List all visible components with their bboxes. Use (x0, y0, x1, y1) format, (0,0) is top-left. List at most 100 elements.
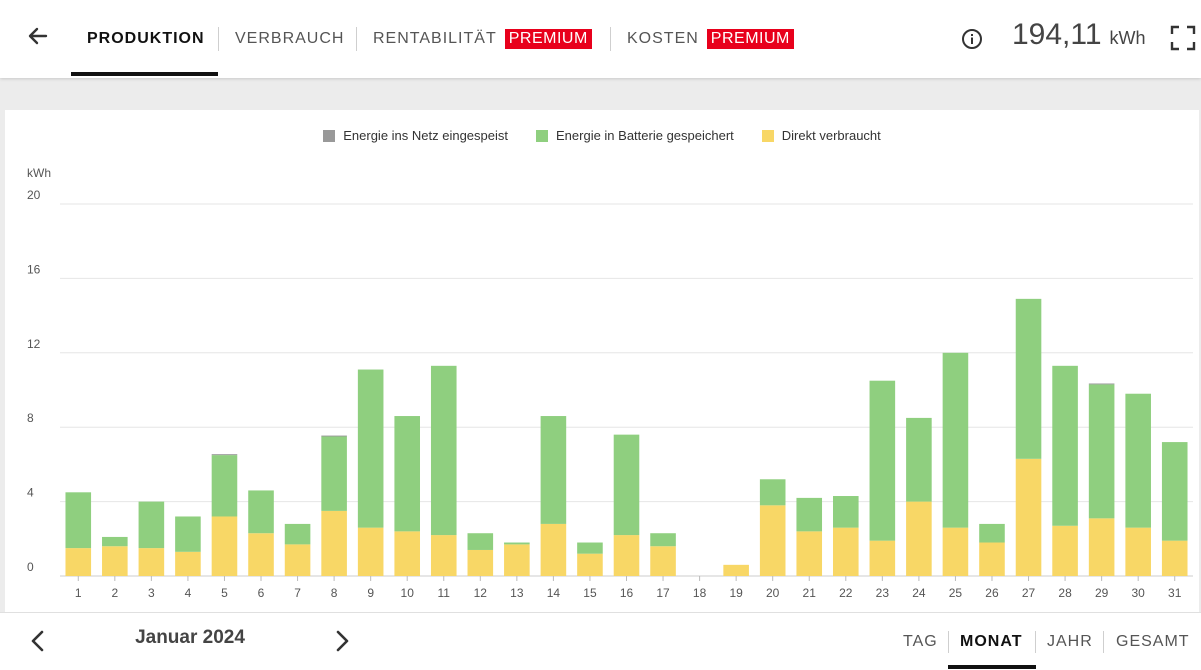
range-tab-monat[interactable]: MONAT (960, 613, 1022, 670)
range-divider (948, 631, 949, 653)
x-tick-label: 30 (1131, 586, 1145, 600)
bar-segment[interactable] (613, 434, 640, 536)
tab-produktion[interactable]: PRODUKTION (87, 0, 205, 78)
legend-item-battery[interactable]: Energie in Batterie gespeichert (536, 128, 734, 143)
chevron-left-icon[interactable] (26, 627, 50, 655)
x-tick-label: 13 (510, 586, 524, 600)
bar-segment[interactable] (540, 523, 567, 576)
x-tick-label: 27 (1022, 586, 1036, 600)
bar-segment[interactable] (796, 531, 823, 576)
chart-card: Energie ins Netz eingespeist Energie in … (5, 110, 1199, 612)
bar-segment[interactable] (394, 416, 421, 532)
tab-divider (356, 27, 357, 51)
range-tab-jahr[interactable]: JAHR (1047, 613, 1093, 670)
bar-segment[interactable] (357, 369, 384, 528)
bar-segment[interactable] (175, 516, 201, 552)
bar-segment[interactable] (1125, 527, 1151, 576)
x-tick-label: 17 (656, 586, 670, 600)
bar-segment[interactable] (284, 523, 311, 545)
x-tick-label: 8 (331, 586, 338, 600)
bar-segment[interactable] (321, 435, 347, 437)
range-tab-tag[interactable]: TAG (903, 613, 938, 670)
bar-segment[interactable] (1088, 383, 1115, 385)
legend-item-grid-feed[interactable]: Energie ins Netz eingespeist (323, 128, 508, 143)
bar-segment[interactable] (430, 535, 457, 576)
x-tick-label: 3 (148, 586, 155, 600)
bar-segment[interactable] (759, 505, 786, 576)
bar-segment[interactable] (979, 542, 1005, 576)
bar-segment[interactable] (1125, 393, 1151, 528)
bar-segment[interactable] (467, 533, 494, 550)
tab-kosten[interactable]: KOSTEN PREMIUM (627, 0, 794, 78)
legend-swatch (761, 129, 774, 142)
bar-segment[interactable] (211, 454, 238, 456)
chevron-right-icon[interactable] (330, 627, 354, 655)
bar-segment[interactable] (832, 527, 859, 576)
bar-segment[interactable] (1161, 442, 1188, 541)
bar-segment[interactable] (1161, 540, 1188, 576)
bar-segment[interactable] (1052, 525, 1078, 576)
bar-segment[interactable] (248, 490, 274, 534)
range-divider (1103, 631, 1104, 653)
active-tab-indicator (71, 72, 218, 76)
bar-segment[interactable] (138, 548, 165, 576)
bar-segment[interactable] (138, 501, 165, 549)
bar-segment[interactable] (321, 436, 347, 511)
bar-segment[interactable] (248, 533, 274, 576)
bar-segment[interactable] (321, 510, 347, 576)
bar-segment[interactable] (65, 548, 92, 576)
bar-segment[interactable] (504, 544, 530, 576)
range-tab-label: TAG (903, 632, 938, 650)
info-icon[interactable] (961, 28, 983, 50)
bar-segment[interactable] (430, 365, 457, 536)
bar-segment[interactable] (869, 380, 896, 541)
bar-segment[interactable] (650, 533, 676, 547)
bar-segment[interactable] (394, 531, 421, 576)
y-tick-label: 12 (27, 337, 41, 351)
bar-segment[interactable] (942, 352, 969, 528)
bar-segment[interactable] (1088, 518, 1115, 576)
bar-segment[interactable] (211, 455, 238, 517)
range-tab-gesamt[interactable]: GESAMT (1116, 613, 1190, 670)
bar-segment[interactable] (1015, 298, 1042, 459)
bar-segment[interactable] (869, 540, 896, 576)
bar-segment[interactable] (540, 416, 567, 524)
bar-segment[interactable] (102, 546, 128, 576)
bar-segment[interactable] (1015, 458, 1042, 576)
x-tick-label: 9 (367, 586, 374, 600)
bar-segment[interactable] (906, 501, 932, 576)
bar-segment[interactable] (832, 496, 859, 528)
bar-segment[interactable] (102, 536, 128, 547)
bar-segment[interactable] (357, 527, 384, 576)
bar-segment[interactable] (65, 492, 92, 549)
bar-segment[interactable] (284, 544, 311, 576)
bar-segment[interactable] (504, 542, 530, 545)
tab-rentabilitaet[interactable]: RENTABILITÄT PREMIUM (373, 0, 592, 78)
x-tick-label: 5 (221, 586, 228, 600)
bar-segment[interactable] (906, 417, 932, 502)
x-tick-label: 25 (949, 586, 963, 600)
bar-segment[interactable] (979, 523, 1005, 543)
total-value: 194,11 (1012, 18, 1102, 51)
bar-segment[interactable] (577, 553, 603, 576)
legend-item-direct[interactable]: Direkt verbraucht (761, 128, 881, 143)
tab-verbrauch[interactable]: VERBRAUCH (235, 0, 344, 78)
bar-segment[interactable] (723, 564, 749, 576)
bar-segment[interactable] (1088, 384, 1115, 519)
range-tab-label: MONAT (960, 632, 1023, 650)
back-arrow-icon[interactable] (24, 22, 52, 50)
bar-segment[interactable] (942, 527, 969, 576)
x-tick-label: 29 (1095, 586, 1109, 600)
fullscreen-icon[interactable] (1170, 25, 1196, 51)
bar-segment[interactable] (759, 479, 786, 506)
x-tick-label: 11 (438, 586, 451, 600)
bar-segment[interactable] (1052, 365, 1078, 526)
bar-segment[interactable] (175, 551, 201, 576)
bar-segment[interactable] (577, 542, 603, 554)
bar-segment[interactable] (613, 535, 640, 576)
bar-segment[interactable] (467, 549, 494, 576)
bar-segment[interactable] (796, 497, 823, 532)
bar-segment[interactable] (650, 546, 676, 576)
x-tick-label: 31 (1168, 586, 1182, 600)
bar-segment[interactable] (211, 516, 238, 576)
